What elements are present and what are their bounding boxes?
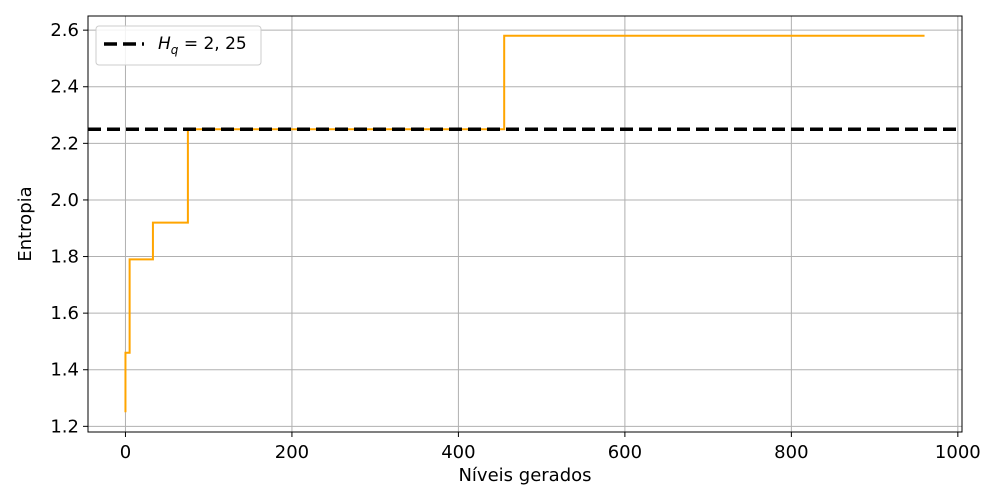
plot-frame xyxy=(87,15,963,433)
x-tick-label-5: 1000 xyxy=(935,442,981,463)
x-tick-label-2: 400 xyxy=(441,442,475,463)
y-tick-label-5: 2.2 xyxy=(50,133,79,154)
legend-label-rest: = 2, 25 xyxy=(178,34,246,54)
x-tick-label-0: 0 xyxy=(120,442,131,463)
y-axis-label: Entropia xyxy=(15,186,36,261)
series-layer xyxy=(88,34,962,413)
y-tick-label-7: 2.6 xyxy=(50,20,79,41)
x-axis-ticks: 0 200 400 600 800 1000 xyxy=(120,432,981,463)
y-tick-label-1: 1.4 xyxy=(50,360,79,381)
y-axis-ticks: 1.2 1.4 1.6 1.8 2.0 2.2 2.4 2.6 xyxy=(50,20,88,437)
legend: Hq = 2, 25 xyxy=(95,25,262,66)
y-tick-label-0: 1.2 xyxy=(50,416,79,437)
legend-box xyxy=(95,25,262,66)
y-tick-label-3: 1.8 xyxy=(50,247,79,268)
x-tick-label-1: 200 xyxy=(275,442,309,463)
y-tick-label-6: 2.4 xyxy=(50,77,79,98)
series-line-0 xyxy=(124,34,925,413)
legend-label: Hq = 2, 25 xyxy=(158,34,247,57)
legend-label-sub: q xyxy=(171,43,179,57)
y-tick-label-2: 1.6 xyxy=(50,303,79,324)
x-tick-label-3: 600 xyxy=(608,442,642,463)
x-tick-label-4: 800 xyxy=(774,442,808,463)
y-tick-label-4: 2.0 xyxy=(50,190,79,211)
grid xyxy=(88,16,962,432)
x-axis-label: Níveis gerados xyxy=(458,465,591,486)
plot-border xyxy=(87,15,963,433)
legend-label-main: H xyxy=(158,34,171,54)
